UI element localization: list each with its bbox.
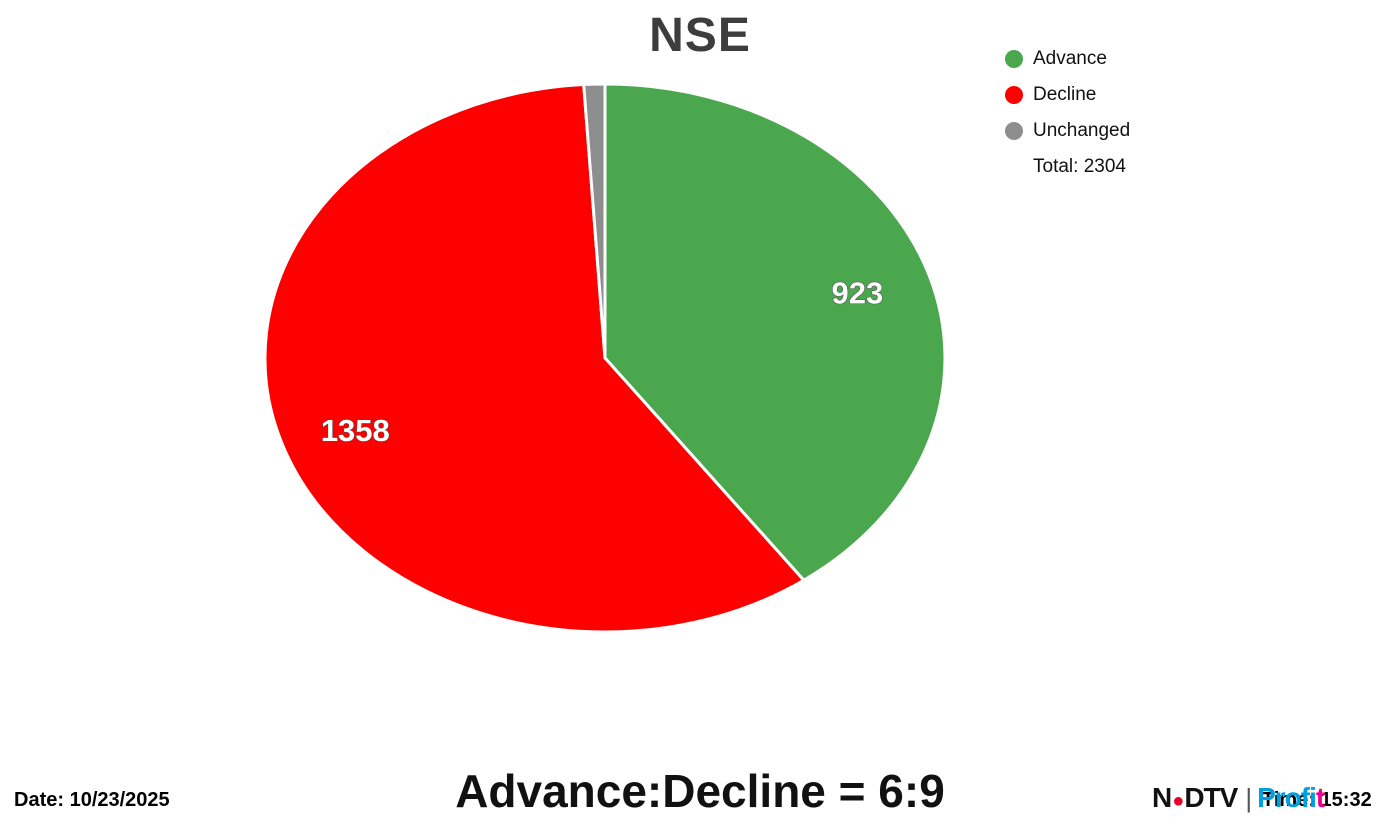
legend-swatch-advance [1005, 50, 1023, 68]
legend-swatch-decline [1005, 86, 1023, 104]
logo-red-dot-icon: ● [1172, 790, 1184, 812]
ndtv-profit-logo: N ● DTV | Profi t [1152, 782, 1325, 814]
chart-title: NSE [649, 9, 751, 62]
legend-label-advance: Advance [1033, 48, 1107, 69]
time-label: Time: 15:32 [1262, 789, 1372, 811]
logo-profit-main: Profi [1257, 782, 1317, 813]
legend-item-unchanged: Unchanged [1005, 120, 1130, 142]
legend-item-decline: Decline [1005, 84, 1130, 106]
legend-swatch-unchanged [1005, 122, 1023, 140]
logo-ndtv-n: N [1152, 782, 1172, 813]
pie-data-label-advance: 923 [832, 275, 884, 310]
pie-slice-decline [263, 83, 806, 634]
date-label: Date: 10/23/2025 [14, 789, 170, 811]
logo-separator: | [1245, 783, 1252, 813]
legend-label-decline: Decline [1033, 84, 1097, 105]
logo-profit-last: t [1315, 782, 1325, 813]
legend-label-unchanged: Unchanged [1033, 120, 1131, 141]
pie-data-label-decline: 1358 [321, 413, 390, 448]
pie-slice-unchanged [582, 82, 607, 360]
legend-item-advance: Advance [1005, 48, 1130, 70]
legend: Advance Decline Unchanged Total: 2304 [1005, 48, 1130, 178]
logo-ndtv-rest: DTV [1184, 782, 1238, 813]
legend-total-label: Total: 2304 [1033, 156, 1126, 177]
advance-decline-ratio: Advance:Decline = 6:9 [455, 765, 945, 817]
legend-total: Total: 2304 [1005, 156, 1130, 178]
pie-slice-advance [603, 82, 947, 582]
